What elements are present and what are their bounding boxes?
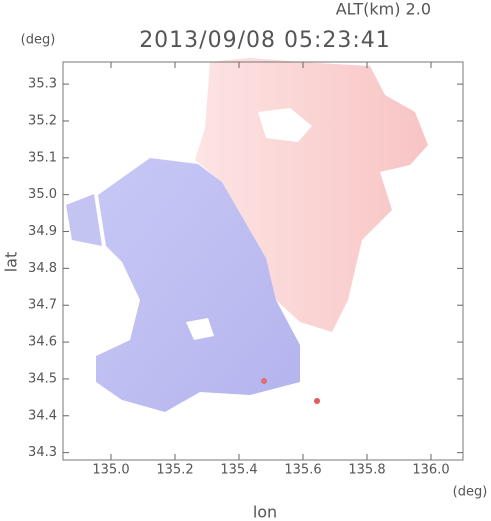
y-tick-label: 34.9 — [28, 224, 57, 239]
axes: 135.0 135.2 135.4 135.6 135.8 136.0 35.3 35.2 35… — [28, 62, 463, 478]
altitude-label: ALT(km) 2.0 — [336, 0, 431, 19]
negative-region — [96, 158, 300, 412]
y-axis-label: lat — [2, 252, 21, 273]
y-tick-label: 34.3 — [28, 445, 57, 460]
data-hole — [186, 318, 214, 340]
x-tick-label: 135.4 — [220, 463, 257, 478]
y-tick-label: 34.8 — [28, 261, 57, 276]
y-tick-label: 34.5 — [28, 371, 57, 386]
echo-spot — [261, 378, 267, 384]
positive-region — [195, 58, 428, 332]
x-axis-label: lon — [253, 503, 277, 521]
y-tick-label: 34.4 — [28, 408, 57, 423]
y-tick-label: 35.0 — [28, 187, 57, 202]
echo-spot — [314, 398, 320, 404]
x-tick-label: 136.0 — [412, 463, 449, 478]
x-unit: (deg) — [453, 485, 488, 500]
negative-region — [66, 194, 102, 246]
y-tick-label: 35.1 — [28, 150, 57, 165]
y-tick-label: 34.6 — [28, 335, 57, 350]
y-tick-label: 35.3 — [28, 77, 57, 92]
x-tick-label: 135.0 — [92, 463, 129, 478]
x-tick-label: 135.8 — [348, 463, 385, 478]
y-unit: (deg) — [21, 33, 56, 48]
data-hole — [258, 108, 312, 142]
x-tick-label: 135.2 — [156, 463, 193, 478]
velocity-field — [66, 58, 428, 412]
y-tick-label: 34.7 — [28, 298, 57, 313]
chart-title: 2013/09/08 05:23:41 — [139, 28, 391, 53]
y-tick-label: 35.2 — [28, 113, 57, 128]
plot-frame — [62, 61, 464, 461]
x-tick-label: 135.6 — [284, 463, 321, 478]
